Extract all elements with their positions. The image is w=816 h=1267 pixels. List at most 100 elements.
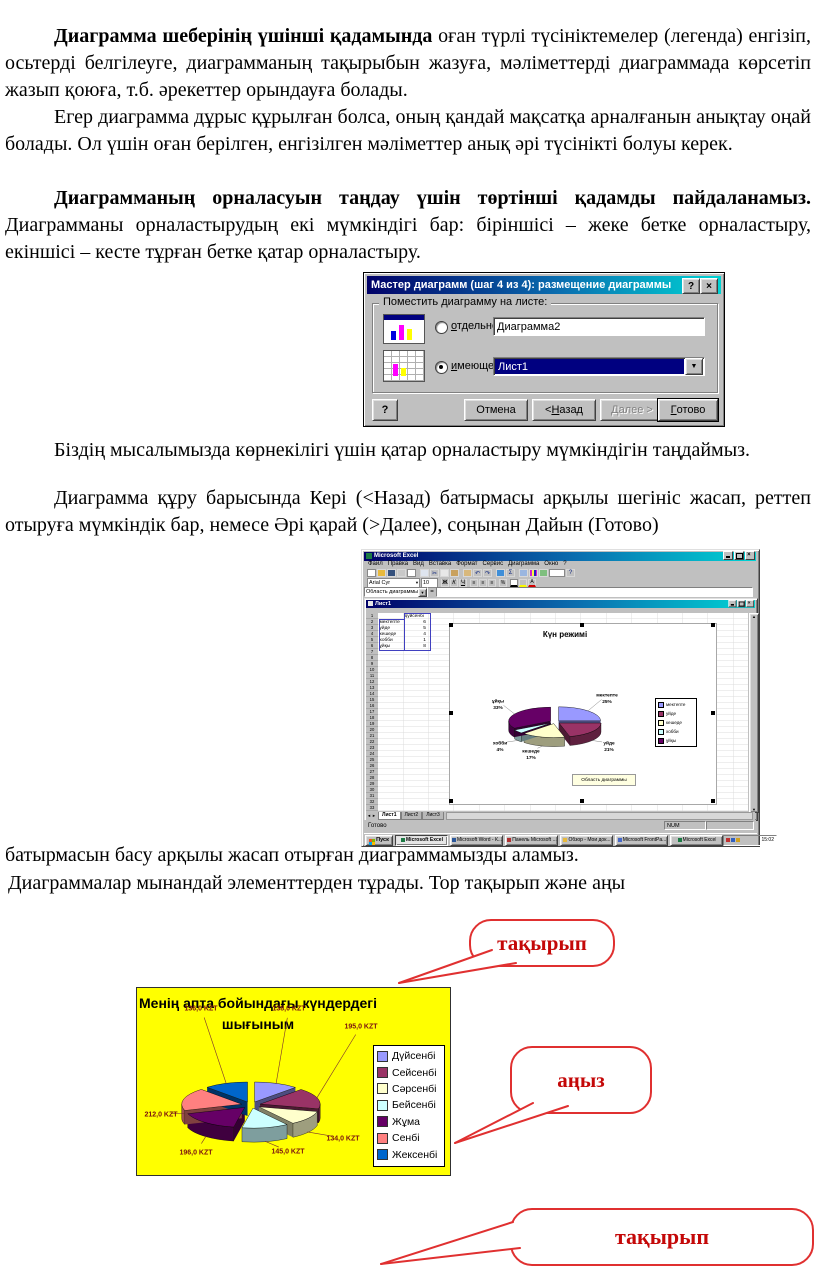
align-right-button[interactable]: ≡ <box>488 578 496 587</box>
cancel-button[interactable]: Отмена <box>464 399 528 421</box>
selection-handle-3[interactable] <box>449 711 453 715</box>
align-center-button[interactable]: ≡ <box>479 578 487 587</box>
row-header-10[interactable]: 10 <box>366 667 378 673</box>
row-header-12[interactable]: 12 <box>366 679 378 685</box>
sheet-select-combo[interactable]: Лист1 ▼ <box>493 357 705 376</box>
row-header-2[interactable]: 2 <box>366 619 378 625</box>
row-header-5[interactable]: 5 <box>366 637 378 643</box>
callout-title-bottom[interactable]: тақырып <box>510 1208 814 1266</box>
row-header-6[interactable]: 6 <box>366 643 378 649</box>
sheet-tab-Лист1[interactable]: Лист1 <box>377 811 401 820</box>
workbook-controls[interactable]: × <box>728 596 754 610</box>
taskbar-button-5[interactable]: Microsoft Excel <box>670 834 723 846</box>
menu-item-3[interactable]: Вставка <box>428 561 452 567</box>
selection-handle-1[interactable] <box>580 623 584 627</box>
taskbar-button-1[interactable]: Microsoft Word - К... <box>450 834 503 846</box>
taskbar-button-2[interactable]: Панель Microsoft ... <box>505 834 558 846</box>
underline-button[interactable]: Ч <box>459 578 467 587</box>
paste-icon[interactable] <box>450 569 459 577</box>
dialog-titlebar[interactable]: Мастер диаграмм (шаг 4 из 4): размещение… <box>367 276 721 294</box>
close-icon[interactable]: × <box>700 278 718 294</box>
row-header-16[interactable]: 16 <box>366 703 378 709</box>
row-header-3[interactable]: 3 <box>366 625 378 631</box>
fill-color-button[interactable] <box>519 578 527 587</box>
selection-handle-0[interactable] <box>449 623 453 627</box>
format-painter-icon[interactable] <box>463 569 472 577</box>
excel-window-controls[interactable]: × <box>722 547 755 565</box>
row-header-20[interactable]: 20 <box>366 727 378 733</box>
combo-dropdown-icon[interactable]: ▼ <box>685 358 703 375</box>
menu-item-0[interactable]: Файл <box>368 561 383 567</box>
formula-input[interactable] <box>436 587 753 597</box>
row-header-22[interactable]: 22 <box>366 739 378 745</box>
chart-wizard-icon[interactable] <box>529 569 538 577</box>
open-icon[interactable] <box>377 569 386 577</box>
percent-button[interactable]: % <box>499 578 507 587</box>
row-header-29[interactable]: 29 <box>366 781 378 787</box>
menu-item-7[interactable]: Окно <box>544 561 559 567</box>
taskbar-button-4[interactable]: Microsoft FrontPa... <box>615 834 668 846</box>
borders-button[interactable] <box>510 578 518 587</box>
row-header-24[interactable]: 24 <box>366 751 378 757</box>
hyperlink-icon[interactable] <box>496 569 505 577</box>
row-header-21[interactable]: 21 <box>366 733 378 739</box>
print-icon[interactable] <box>397 569 406 577</box>
menu-item-5[interactable]: Сервис <box>482 561 504 567</box>
row-header-27[interactable]: 27 <box>366 769 378 775</box>
selection-handle-4[interactable] <box>711 711 715 715</box>
radio-existing-sheet[interactable] <box>435 361 448 374</box>
row-header-25[interactable]: 25 <box>366 757 378 763</box>
scroll-up-icon[interactable]: ▲ <box>752 614 756 619</box>
callout-title-top[interactable]: тақырып <box>469 919 615 967</box>
row-header-18[interactable]: 18 <box>366 715 378 721</box>
cut-icon[interactable]: ✂ <box>430 569 439 577</box>
vertical-scrollbar[interactable]: ▲ ▼ <box>749 613 759 813</box>
tab-scroll-left-icon[interactable]: ◄ <box>367 813 371 818</box>
row-header-17[interactable]: 17 <box>366 709 378 715</box>
row-header-9[interactable]: 9 <box>366 661 378 667</box>
excel-titlebar[interactable]: Microsoft Excel × <box>364 551 756 561</box>
selection-handle-2[interactable] <box>711 623 715 627</box>
copy-icon[interactable] <box>440 569 449 577</box>
row-header-11[interactable]: 11 <box>366 673 378 679</box>
font-size-combo[interactable]: 10 <box>421 577 438 588</box>
name-box[interactable]: Область диаграммы ▼ <box>364 587 428 597</box>
dropdown-icon[interactable]: ▼ <box>415 580 419 585</box>
sort-az-icon[interactable] <box>519 569 528 577</box>
spelling-icon[interactable] <box>420 569 429 577</box>
horizontal-scrollbar[interactable] <box>445 811 753 820</box>
dialog-help-button[interactable]: ? <box>372 399 398 421</box>
weekly-expenses-chart[interactable]: Менің апта бойындағы күндердегі шығыным … <box>136 987 451 1176</box>
row-header-15[interactable]: 15 <box>366 697 378 703</box>
workbook-titlebar[interactable]: Лист1 × <box>366 599 755 608</box>
selection-handle-5[interactable] <box>449 799 453 803</box>
row-header-31[interactable]: 31 <box>366 793 378 799</box>
row-header-19[interactable]: 19 <box>366 721 378 727</box>
row-header-33[interactable]: 33 <box>366 805 378 811</box>
align-left-button[interactable]: ≡ <box>470 578 478 587</box>
font-name-combo[interactable]: Arial Cyr ▼ <box>367 577 420 588</box>
sheet-tab-Лист3[interactable]: Лист3 <box>422 811 444 820</box>
radio-separate-sheet[interactable] <box>435 321 448 334</box>
dialog-help-icon[interactable]: ? <box>682 278 700 294</box>
menu-item-4[interactable]: Формат <box>456 561 478 567</box>
font-color-button[interactable]: А <box>528 578 536 587</box>
menu-item-2[interactable]: Вид <box>413 561 424 567</box>
taskbar-button-0[interactable]: Microsoft Excel <box>395 834 448 846</box>
row-header-14[interactable]: 14 <box>366 691 378 697</box>
zoom-combo[interactable] <box>549 569 565 577</box>
selection-handle-7[interactable] <box>711 799 715 803</box>
menu-item-6[interactable]: Диаграмма <box>508 561 540 567</box>
sheet-tab-Лист2[interactable]: Лист2 <box>400 811 423 820</box>
row-header-13[interactable]: 13 <box>366 685 378 691</box>
sheet-name-input[interactable]: Диаграмма2 <box>493 317 705 336</box>
save-icon[interactable] <box>387 569 396 577</box>
menu-item-8[interactable]: ? <box>563 561 567 567</box>
selection-handle-6[interactable] <box>580 799 584 803</box>
tab-scroll-right-icon[interactable]: ► <box>371 813 376 818</box>
autosum-icon[interactable]: Σ <box>506 569 515 577</box>
print-preview-icon[interactable] <box>407 569 416 577</box>
menu-item-1[interactable]: Правка <box>387 561 409 567</box>
row-header-28[interactable]: 28 <box>366 775 378 781</box>
